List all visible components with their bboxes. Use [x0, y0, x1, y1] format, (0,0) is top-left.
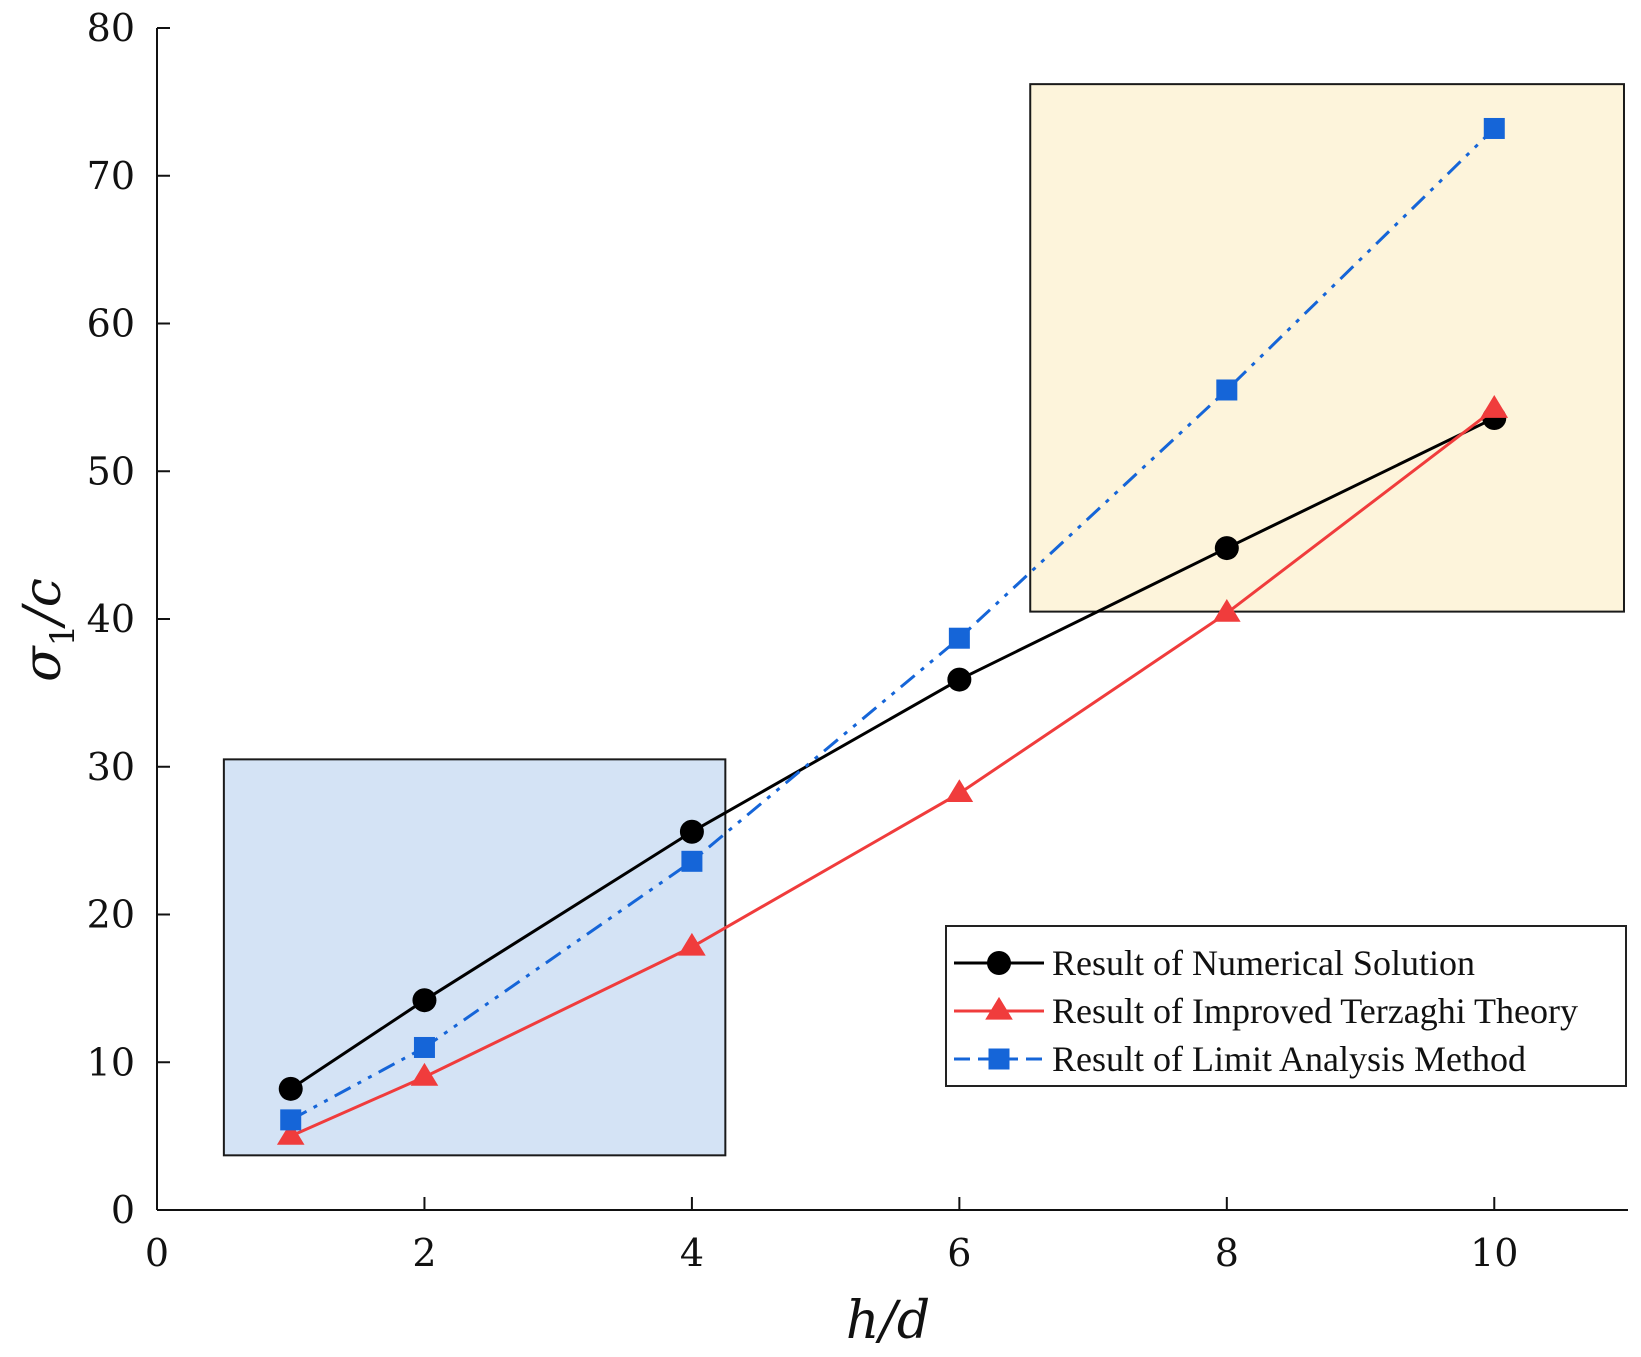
legend-marker-triangle: [985, 996, 1013, 1020]
data-point-circle-2: [679, 819, 704, 844]
x-axis-title: h/d: [846, 1291, 930, 1351]
legend-label: Result of Limit Analysis Method: [1052, 1039, 1526, 1079]
x-tick-label: 6: [947, 1231, 971, 1275]
y-tick-label: 60: [87, 302, 135, 346]
data-point-triangle-4: [1213, 598, 1241, 622]
legend: Result of Numerical Solution Result of Im…: [945, 925, 1627, 1087]
data-point-circle-4: [1214, 536, 1239, 561]
data-point-triangle-0: [276, 1121, 305, 1145]
data-point-triangle-2: [678, 932, 706, 956]
data-point-triangle-3: [945, 779, 974, 803]
series-line-circle: [289, 416, 1495, 1091]
data-point-circle-0: [278, 1076, 303, 1101]
legend-box: [945, 925, 1627, 1087]
highlight-region-low: [222, 758, 727, 1157]
data-point-square-5: [1483, 117, 1505, 139]
data-point-square-2: [681, 850, 703, 872]
y-tick-label: 50: [87, 449, 135, 493]
highlight-regions: [222, 83, 1625, 1157]
y-tick-label: 80: [87, 6, 135, 50]
x-tick-label: 8: [1215, 1231, 1239, 1275]
x-tick-label: 0: [145, 1231, 169, 1275]
series-square: [280, 117, 1505, 1131]
legend-label: Result of Numerical Solution: [1052, 943, 1475, 983]
data-point-circle-1: [412, 988, 437, 1013]
y-tick-label: 10: [87, 1040, 135, 1084]
legend-item: Result of Improved Terzaghi Theory: [954, 991, 1578, 1031]
legend-item: Result of Numerical Solution: [954, 943, 1475, 983]
y-tick-label: 40: [87, 597, 135, 641]
axes: 0 2 4 6 8 10 0 10 20 30 40 50 60 70 80 h/d σ1/c: [13, 6, 1628, 1351]
legend-label: Result of Improved Terzaghi Theory: [1052, 991, 1578, 1031]
legend-item: Result of Limit Analysis Method: [954, 1039, 1526, 1079]
series-circle: [278, 406, 1507, 1101]
data-point-square-4: [1216, 379, 1238, 401]
highlight-region-high: [1029, 83, 1625, 613]
y-tick-label: 20: [87, 893, 135, 937]
data-point-square-1: [413, 1036, 435, 1058]
legend-marker-circle: [987, 951, 1011, 975]
data-point-square-3: [948, 627, 970, 649]
series-layer: [276, 117, 1509, 1145]
x-tick-label: 10: [1470, 1231, 1518, 1275]
legend-marker-square: [988, 1048, 1010, 1070]
series-line-triangle: [290, 408, 1496, 1138]
data-point-triangle-1: [410, 1062, 439, 1086]
x-tick-label: 4: [680, 1231, 704, 1275]
y-tick-label: 0: [111, 1188, 135, 1232]
data-point-circle-3: [947, 667, 972, 692]
series-line-square: [290, 127, 1496, 1122]
data-point-square-0: [280, 1109, 302, 1131]
series-triangle: [276, 395, 1509, 1145]
y-axis-title: σ1/c: [13, 578, 83, 682]
y-tick-label: 70: [87, 154, 135, 198]
x-tick-label: 2: [412, 1231, 436, 1275]
data-point-triangle-5: [1480, 395, 1509, 418]
y-tick-label: 30: [87, 745, 135, 789]
